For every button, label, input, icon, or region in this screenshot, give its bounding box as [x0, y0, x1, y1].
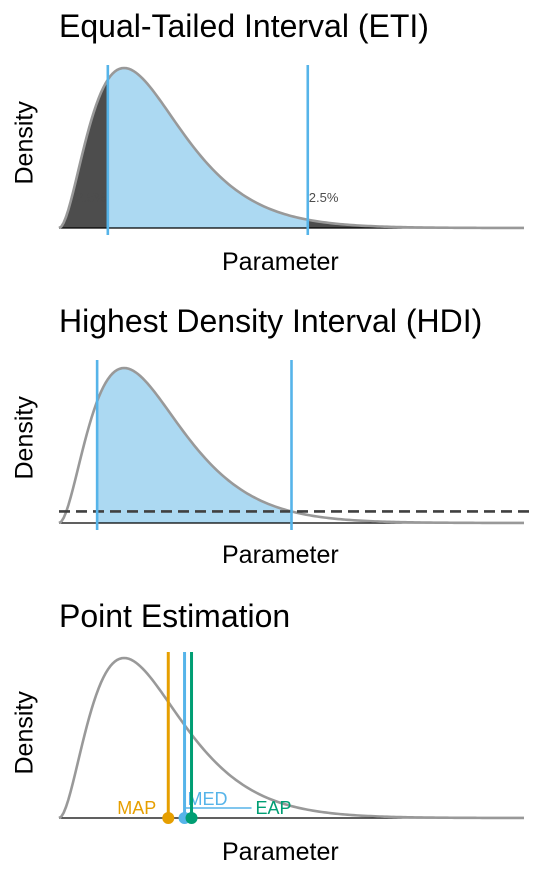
hdi-plot [58, 360, 530, 530]
hdi-x-axis-label: Parameter [222, 541, 339, 569]
eti-plot: 2.5% 2.5% [58, 65, 524, 235]
point-x-axis-label: Parameter [222, 838, 339, 866]
hdi-panel: Highest Density Interval (HDI) Density P… [0, 295, 540, 590]
hdi-title: Highest Density Interval (HDI) [59, 303, 483, 339]
hdi-y-axis-label-text: Density [10, 396, 39, 480]
eti-title: Equal-Tailed Interval (ETI) [59, 8, 429, 44]
point-y-axis-label: Density [0, 691, 50, 774]
eap-estimate-label: EAP [256, 798, 292, 818]
map-estimate-label: MAP [117, 798, 156, 818]
point-plot: MAP MED EAP [58, 652, 524, 824]
point-density-curve [58, 656, 524, 820]
eti-density-curve [58, 66, 524, 230]
hdi-interval-area [97, 368, 292, 523]
point-y-axis-label-text: Density [10, 691, 39, 775]
point-title: Point Estimation [59, 598, 291, 634]
eti-y-axis-label: Density [0, 101, 50, 184]
point-panel: MAP MED EAP Point Estimation Density Param… [0, 590, 540, 885]
eti-left-tail-label: 2.5% [76, 190, 106, 205]
eti-interval-area [107, 68, 308, 228]
hdi-y-axis-label: Density [0, 396, 50, 479]
map-estimate-point [162, 812, 175, 824]
eti-x-axis-label: Parameter [222, 248, 339, 276]
eti-right-tail-label: 2.5% [309, 190, 339, 205]
med-estimate-label: MED [188, 789, 228, 809]
eti-panel: 2.5% 2.5% Equal-Tailed Interval (ETI) Den… [0, 0, 540, 295]
eti-y-axis-label-text: Density [10, 101, 39, 185]
eap-estimate-point [185, 812, 198, 824]
